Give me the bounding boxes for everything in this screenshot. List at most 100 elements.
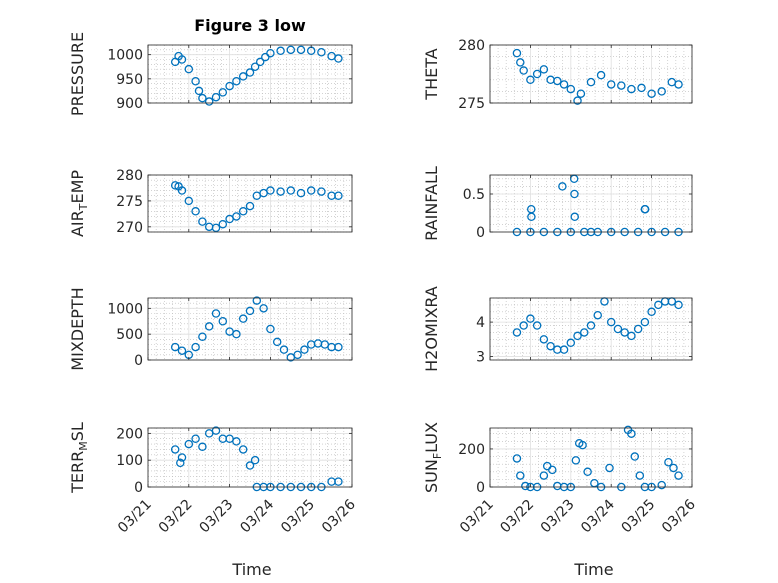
data-point [204, 97, 214, 106]
x-axis-label-right: Time [573, 560, 613, 579]
x-tick-label: 03/21 [115, 497, 155, 537]
y-axis-label: H2OMIXRA [422, 286, 441, 372]
y-axis-label: THETA [422, 48, 441, 100]
data-point [245, 306, 255, 316]
data-point [198, 217, 207, 226]
data-point [184, 439, 194, 449]
data-point [539, 335, 549, 344]
data-point [532, 321, 542, 330]
data-point [640, 204, 650, 214]
axes-box [147, 297, 353, 361]
y-tick-label: 270 [116, 220, 143, 236]
data-point [204, 322, 214, 331]
data-point [211, 223, 221, 233]
x-tick-label: 03/22 [497, 497, 537, 537]
data-point [238, 72, 248, 81]
plot-area [148, 428, 352, 487]
data-point [266, 48, 275, 58]
data-point [664, 458, 673, 467]
data-point [293, 350, 302, 360]
data-point [605, 463, 614, 473]
data-point [558, 182, 567, 191]
data-point [232, 77, 241, 86]
y-axis-label: AIRTEMP [68, 170, 90, 237]
x-tick-label: 03/25 [619, 497, 659, 537]
data-point [296, 45, 306, 55]
data-point [198, 93, 207, 103]
y-axis-label: PRESSURE [68, 32, 87, 116]
data-point [637, 83, 646, 93]
axes-box [147, 174, 353, 233]
x-tick-label: 03/26 [659, 496, 699, 536]
x-axis-label-left: Time [231, 560, 271, 579]
plot-area [490, 175, 692, 232]
data-point [559, 345, 569, 354]
data-point [238, 445, 248, 454]
y-axis-label: TERRMSL [68, 422, 90, 494]
chart-panel-8: 0 200 03/21 03/22 03/23 03/24 03/25 03/26 SUNFLU… [422, 422, 699, 536]
data-point [177, 55, 187, 64]
data-point [218, 316, 228, 326]
y-tick-label: 100 [116, 453, 143, 469]
data-point [546, 341, 555, 351]
data-point [566, 338, 576, 348]
data-point [334, 342, 343, 352]
chart-panel-4: 0 0.5 RAINFALL [422, 166, 693, 241]
y-tick-label: 950 [116, 72, 143, 88]
data-point [211, 426, 221, 435]
data-point [232, 212, 241, 221]
data-point [170, 445, 180, 454]
y-axis-label: MIXDEPTH [68, 287, 87, 370]
data-point [218, 219, 228, 229]
data-point [576, 89, 586, 98]
data-point [640, 317, 650, 327]
data-point [578, 440, 587, 450]
data-point [559, 80, 569, 89]
data-point [566, 84, 576, 94]
axes-box [489, 44, 693, 104]
data-point [300, 345, 309, 354]
data-point [191, 342, 200, 352]
data-point [583, 467, 592, 477]
chart-panel-1: 900 950 1000 PRESSURE [68, 32, 353, 116]
data-point [317, 48, 326, 57]
data-point [657, 87, 666, 96]
data-point [586, 77, 596, 87]
data-point [317, 187, 326, 196]
data-point [669, 463, 678, 473]
data-point [630, 452, 640, 461]
data-point [250, 62, 260, 72]
data-point [647, 307, 656, 317]
data-point [177, 346, 187, 355]
data-point [573, 331, 582, 341]
data-point [519, 66, 528, 75]
data-point [606, 80, 616, 89]
data-point [252, 296, 262, 305]
data-point [521, 481, 530, 491]
data-point [306, 186, 316, 195]
x-tick-label: 03/22 [156, 497, 196, 537]
y-tick-label: 500 [116, 327, 143, 343]
data-point [211, 92, 221, 102]
data-point [266, 324, 275, 334]
data-point [255, 57, 265, 67]
data-point [238, 207, 248, 216]
data-point [526, 75, 535, 85]
data-point [176, 458, 185, 468]
data-point [170, 342, 180, 352]
data-point [617, 81, 626, 90]
x-tick-label: 03/24 [578, 496, 618, 536]
y-tick-label: 4 [476, 315, 485, 331]
y-tick-label: 0 [134, 480, 143, 496]
data-point [232, 437, 241, 446]
data-point [519, 321, 528, 330]
data-point [570, 212, 579, 222]
data-point [580, 328, 589, 337]
chart-panel-5: 0 500 1000 MIXDEPTH [68, 287, 353, 371]
x-tick-label: 03/23 [538, 497, 578, 537]
y-tick-label: 275 [116, 194, 143, 210]
y-tick-label: 0 [134, 353, 143, 369]
data-point [279, 345, 289, 354]
data-point [191, 77, 200, 86]
data-point [191, 434, 200, 443]
